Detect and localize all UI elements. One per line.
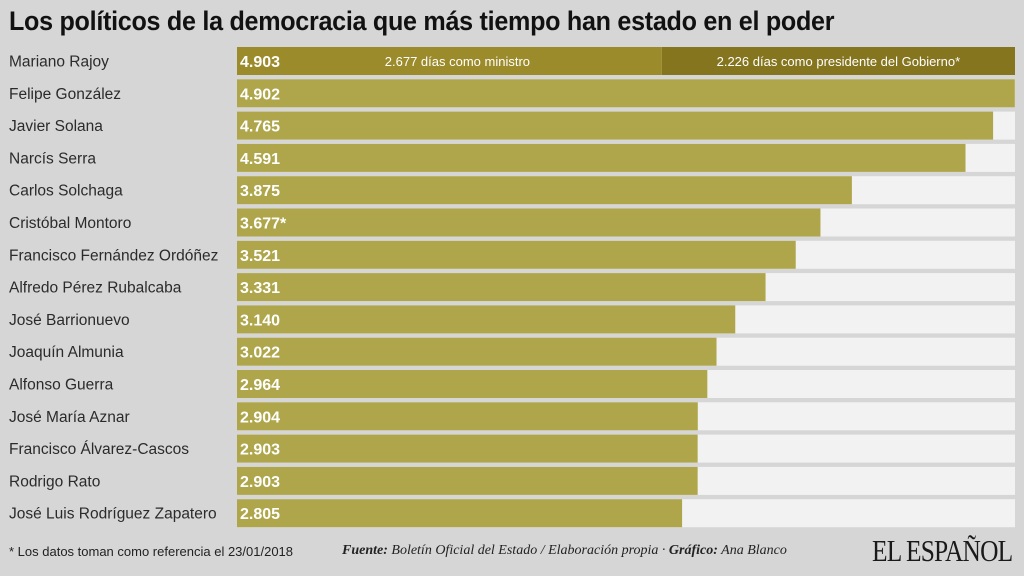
value-label: 2.903 bbox=[240, 474, 280, 491]
value-label: 4.903 bbox=[240, 54, 280, 71]
segment-label: 2.677 días como ministro bbox=[385, 54, 530, 69]
graphic-label: Gráfico: bbox=[668, 543, 718, 558]
value-label: 4.902 bbox=[240, 86, 280, 103]
segment-label: 2.226 días como presidente del Gobierno* bbox=[717, 54, 961, 69]
bar bbox=[237, 305, 736, 334]
bar bbox=[237, 111, 994, 140]
category-label: José Barrionuevo bbox=[9, 312, 130, 329]
chart-title: Los políticos de la democracia que más t… bbox=[9, 6, 835, 36]
footnote: * Los datos toman como referencia el 23/… bbox=[9, 544, 294, 559]
category-label: Felipe González bbox=[9, 86, 121, 103]
value-label: 4.765 bbox=[240, 119, 280, 136]
category-label: Francisco Fernández Ordóñez bbox=[9, 247, 218, 264]
category-label: Alfredo Pérez Rubalcaba bbox=[9, 280, 182, 297]
bar bbox=[237, 143, 966, 172]
category-label: Rodrigo Rato bbox=[9, 473, 100, 490]
category-label: José María Aznar bbox=[9, 409, 130, 426]
value-label: 3.140 bbox=[240, 312, 280, 329]
bar-segment-presidente bbox=[661, 47, 1015, 75]
value-label: 3.875 bbox=[240, 183, 280, 200]
category-label: Francisco Álvarez-Cascos bbox=[9, 441, 189, 458]
category-label: Alfonso Guerra bbox=[9, 377, 114, 394]
category-label: Javier Solana bbox=[9, 118, 103, 135]
value-label: 2.805 bbox=[240, 506, 280, 523]
category-label: Carlos Solchaga bbox=[9, 183, 123, 200]
value-label: 3.521 bbox=[240, 248, 280, 265]
source-text: Boletín Oficial del Estado / Elaboración… bbox=[391, 543, 666, 558]
value-label: 2.904 bbox=[240, 409, 280, 426]
value-label: 3.022 bbox=[240, 345, 280, 362]
value-label: 4.591 bbox=[240, 151, 280, 168]
bar bbox=[237, 434, 698, 463]
source-label: Fuente: bbox=[342, 543, 388, 558]
value-label: 2.964 bbox=[240, 377, 280, 394]
source-credit: Fuente: Boletín Oficial del Estado / Ela… bbox=[342, 543, 787, 559]
bar bbox=[237, 240, 796, 269]
bar bbox=[237, 176, 852, 205]
category-label: Cristóbal Montoro bbox=[9, 215, 131, 232]
category-label: Joaquín Almunia bbox=[9, 344, 124, 361]
value-label: 2.903 bbox=[240, 442, 280, 459]
graphic-author: Ana Blanco bbox=[721, 543, 787, 558]
bar bbox=[237, 208, 821, 237]
bar bbox=[237, 370, 708, 398]
category-label: Mariano Rajoy bbox=[9, 54, 109, 71]
bar bbox=[237, 273, 766, 302]
el-espanol-logo: EL ESPAÑOL bbox=[872, 533, 1013, 568]
bar bbox=[237, 499, 683, 528]
bar bbox=[237, 337, 717, 366]
bar bbox=[237, 466, 698, 495]
bar bbox=[237, 402, 698, 431]
category-label: José Luis Rodríguez Zapatero bbox=[9, 506, 217, 523]
value-label: 3.677* bbox=[240, 216, 287, 233]
value-label: 3.331 bbox=[240, 280, 280, 297]
category-label: Narcís Serra bbox=[9, 150, 96, 167]
bar-segment-ministro bbox=[237, 47, 662, 75]
bar bbox=[237, 79, 1015, 108]
